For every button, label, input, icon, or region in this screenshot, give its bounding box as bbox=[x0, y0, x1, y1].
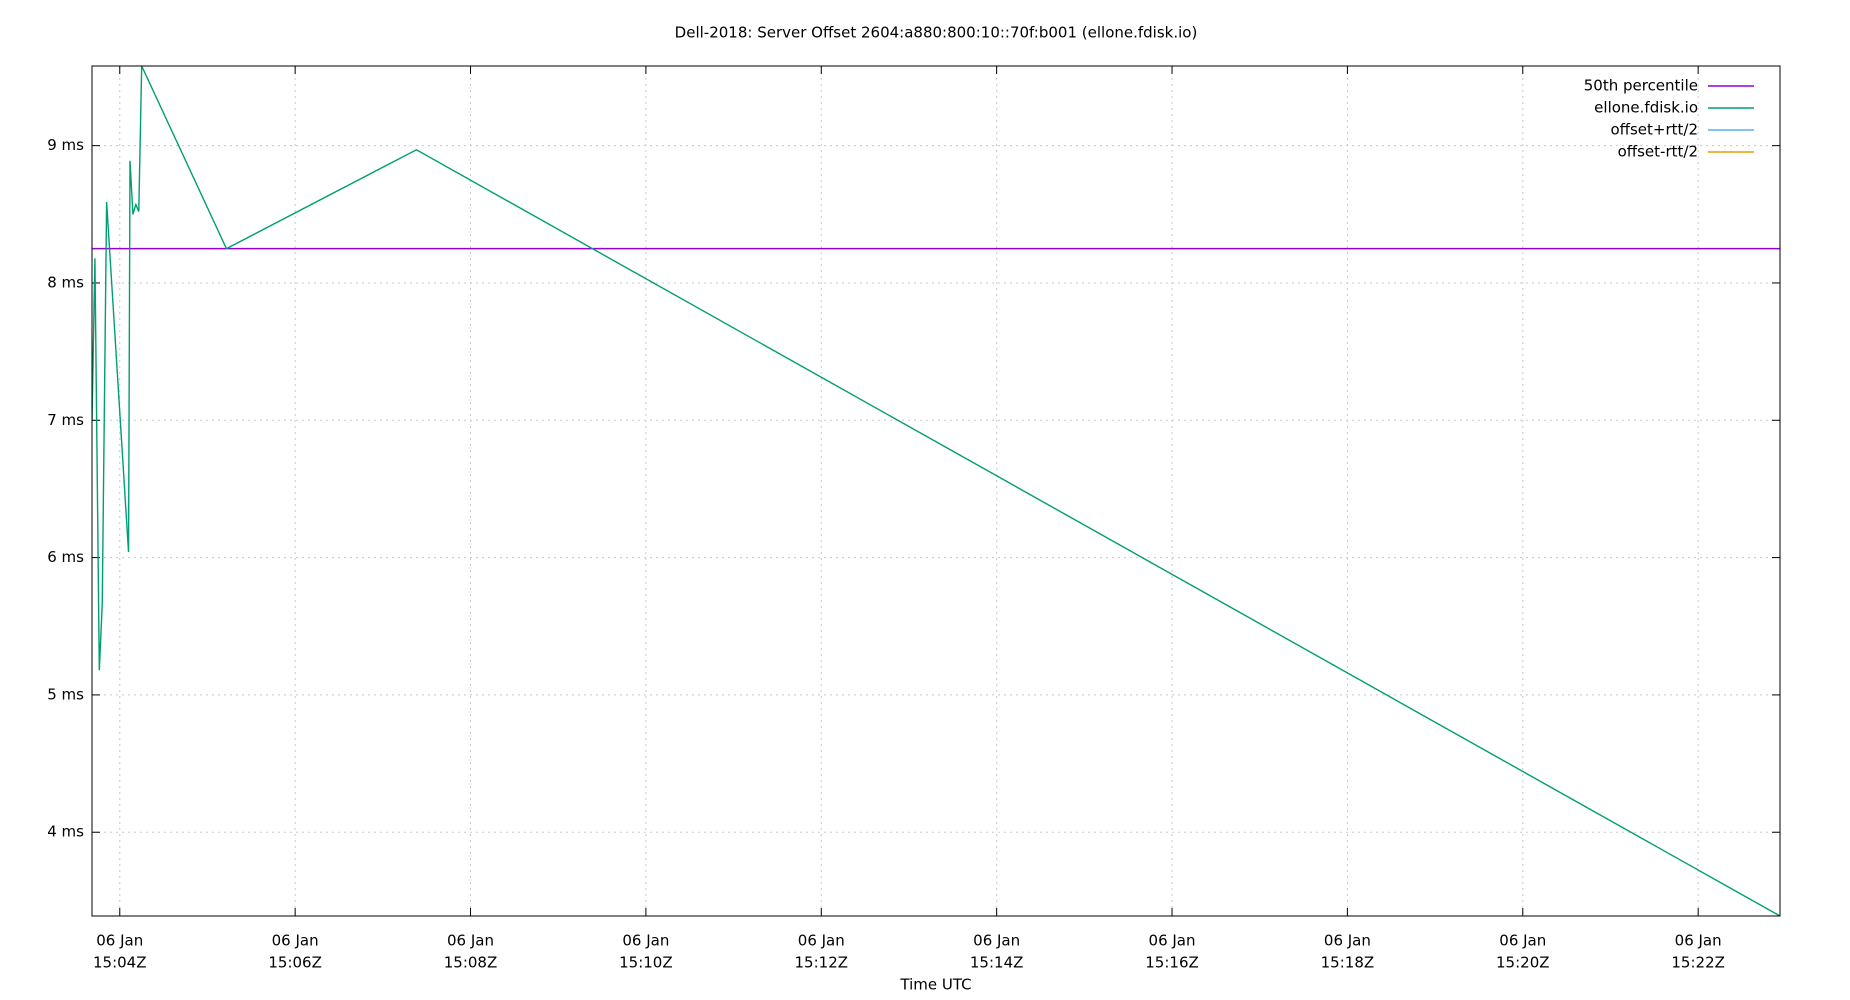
x-tick-label: 06 Jan bbox=[1324, 932, 1371, 950]
x-tick-label: 15:10Z bbox=[619, 954, 673, 972]
x-tick-label: 06 Jan bbox=[1675, 932, 1722, 950]
x-tick-label: 06 Jan bbox=[798, 932, 845, 950]
legend-label: offset-rtt/2 bbox=[1618, 143, 1698, 161]
x-tick-label: 15:16Z bbox=[1145, 954, 1199, 972]
x-tick-label: 06 Jan bbox=[622, 932, 669, 950]
y-tick-label: 8 ms bbox=[47, 273, 84, 291]
x-tick-label: 15:18Z bbox=[1321, 954, 1375, 972]
x-axis-label: Time UTC bbox=[899, 976, 971, 994]
x-tick-label: 06 Jan bbox=[1149, 932, 1196, 950]
x-tick-label: 06 Jan bbox=[1499, 932, 1546, 950]
x-tick-label: 15:20Z bbox=[1496, 954, 1550, 972]
x-tick-label: 06 Jan bbox=[447, 932, 494, 950]
plot-frame bbox=[91, 65, 1781, 917]
x-tick-label: 15:22Z bbox=[1671, 954, 1725, 972]
x-tick-label: 15:14Z bbox=[970, 954, 1024, 972]
x-tick-label: 15:08Z bbox=[444, 954, 498, 972]
y-tick-label: 4 ms bbox=[47, 823, 84, 841]
legend-label: offset+rtt/2 bbox=[1610, 121, 1698, 139]
x-tick-label: 06 Jan bbox=[272, 932, 319, 950]
y-tick-label: 6 ms bbox=[47, 548, 84, 566]
y-tick-label: 5 ms bbox=[47, 685, 84, 703]
y-tick-label: 7 ms bbox=[47, 411, 84, 429]
legend-label: 50th percentile bbox=[1584, 77, 1698, 95]
x-tick-label: 15:06Z bbox=[268, 954, 322, 972]
x-tick-label: 06 Jan bbox=[973, 932, 1020, 950]
x-tick-label: 15:12Z bbox=[795, 954, 849, 972]
x-tick-label: 15:04Z bbox=[93, 954, 147, 972]
x-tick-label: 06 Jan bbox=[96, 932, 143, 950]
chart-title: Dell-2018: Server Offset 2604:a880:800:1… bbox=[675, 24, 1198, 42]
legend-label: ellone.fdisk.io bbox=[1594, 99, 1698, 117]
y-tick-label: 9 ms bbox=[47, 136, 84, 154]
series-line bbox=[92, 66, 1780, 916]
